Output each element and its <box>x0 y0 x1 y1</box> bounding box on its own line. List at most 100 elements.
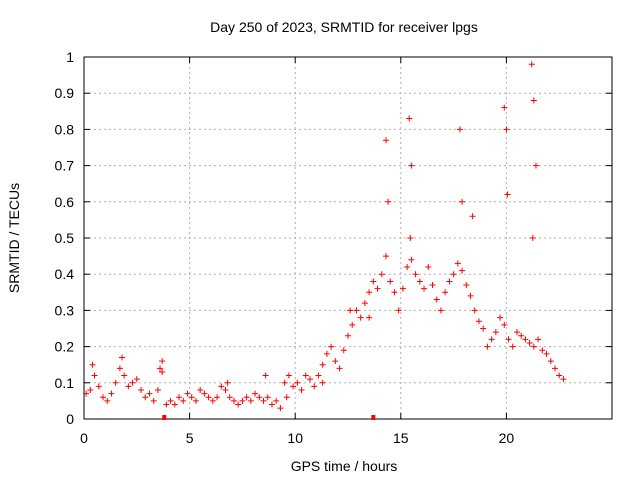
data-point <box>404 263 411 270</box>
data-point <box>374 285 381 292</box>
data-point <box>395 307 402 314</box>
data-point <box>366 314 373 321</box>
data-point <box>306 376 313 383</box>
data-point <box>471 307 478 314</box>
data-point <box>171 401 178 408</box>
data-point <box>349 321 356 328</box>
data-point <box>412 271 419 278</box>
data-point <box>159 368 166 375</box>
data-point <box>167 397 174 404</box>
data-point <box>560 376 567 383</box>
data-point <box>336 365 343 372</box>
data-point <box>383 253 390 260</box>
data-point <box>522 336 529 343</box>
data-point <box>142 394 149 401</box>
data-point <box>319 379 326 386</box>
data-point <box>526 339 533 346</box>
data-point <box>116 365 123 372</box>
data-point <box>543 350 550 357</box>
y-tick-label: 0.4 <box>55 266 75 282</box>
data-point <box>95 383 102 390</box>
data-point <box>446 278 453 285</box>
data-point <box>509 343 516 350</box>
y-tick-label: 0.3 <box>55 302 75 318</box>
chart-title: Day 250 of 2023, SRMTID for receiver lpg… <box>210 19 478 35</box>
data-point <box>429 282 436 289</box>
y-tick-label: 1 <box>66 49 74 65</box>
data-point <box>226 394 233 401</box>
data-point <box>294 379 301 386</box>
y-tick-label: 0.6 <box>55 194 75 210</box>
data-point <box>230 397 237 404</box>
data-point <box>399 285 406 292</box>
data-point <box>408 256 415 263</box>
y-tick-label: 0.5 <box>55 230 75 246</box>
data-point <box>530 97 537 104</box>
data-point <box>218 383 225 390</box>
data-point <box>146 390 153 397</box>
data-point <box>421 285 428 292</box>
data-point <box>184 390 191 397</box>
data-point <box>345 332 351 339</box>
data-point <box>108 390 115 397</box>
gap-marker <box>371 415 376 420</box>
data-point <box>463 282 470 289</box>
data-point <box>556 372 563 379</box>
data-point <box>247 397 254 404</box>
data-point <box>89 361 96 368</box>
data-point <box>366 289 373 296</box>
x-tick-label: 15 <box>393 430 409 446</box>
x-tick-label: 10 <box>287 430 303 446</box>
data-point <box>437 307 444 314</box>
data-point <box>311 383 318 390</box>
data-point <box>378 271 385 278</box>
y-tick-label: 0.1 <box>55 375 75 391</box>
data-point <box>129 379 136 386</box>
data-point <box>319 361 326 368</box>
data-point <box>442 289 449 296</box>
data-point <box>353 307 360 314</box>
data-point <box>340 347 347 354</box>
data-point <box>484 343 491 350</box>
data-point <box>391 289 398 296</box>
data-point <box>277 405 284 412</box>
data-point <box>385 198 392 205</box>
data-point <box>302 372 309 379</box>
data-point <box>361 300 368 307</box>
data-point <box>469 213 476 220</box>
data-point <box>83 390 90 397</box>
data-point <box>262 372 269 379</box>
data-point <box>535 336 542 343</box>
data-point <box>154 387 161 394</box>
x-axis-label: GPS time / hours <box>291 458 398 474</box>
data-point <box>119 354 126 361</box>
data-point <box>539 347 546 354</box>
data-point <box>224 379 231 386</box>
y-tick-label: 0 <box>66 411 74 427</box>
data-point <box>192 397 199 404</box>
x-axis: 0 5 10 15 20 <box>80 57 514 446</box>
data-point <box>501 321 508 328</box>
data-point <box>285 372 292 379</box>
data-point <box>492 329 499 336</box>
data-point <box>528 61 535 68</box>
data-point <box>475 318 482 325</box>
data-point <box>176 394 183 401</box>
data-point <box>159 358 166 365</box>
data-point <box>503 126 510 133</box>
data-point <box>357 314 364 321</box>
data-point <box>104 397 111 404</box>
data-point <box>138 387 145 394</box>
data-point <box>256 394 263 401</box>
y-tick-label: 0.8 <box>55 121 75 137</box>
gridlines <box>84 57 612 419</box>
data-point <box>112 379 119 386</box>
data-point <box>497 314 504 321</box>
data-point <box>100 394 107 401</box>
y-axis-label: SRMTID / TECUs <box>6 183 22 293</box>
data-point <box>125 383 132 390</box>
data-point <box>209 397 216 404</box>
data-point <box>370 278 377 285</box>
y-axis: 0 0.1 0.2 0.3 0.4 0.5 0.6 0.7 0.8 0.9 1 <box>55 49 612 427</box>
